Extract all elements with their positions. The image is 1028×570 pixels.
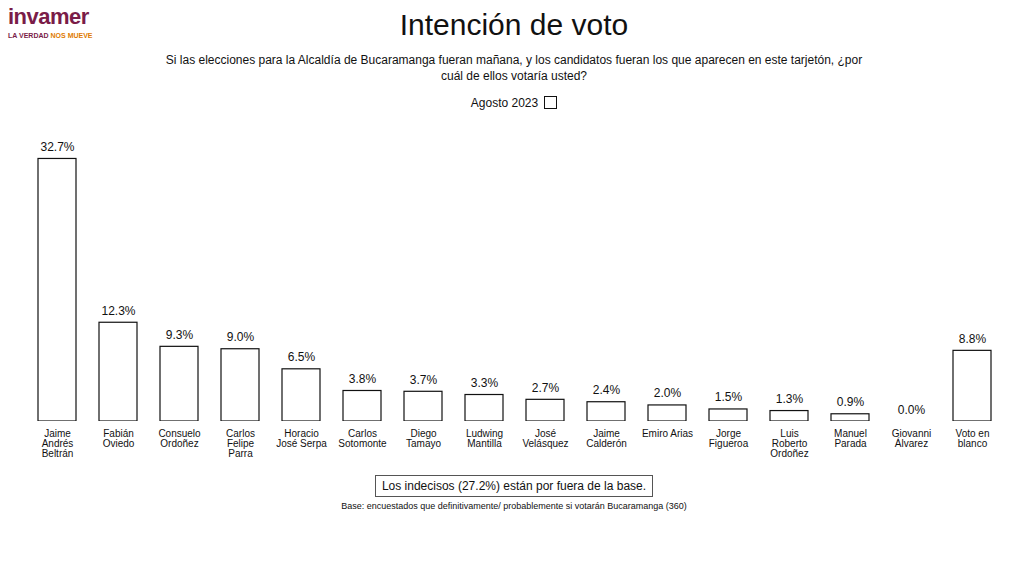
svg-text:LudwingMantilla: LudwingMantilla <box>466 428 503 449</box>
svg-text:2.7%: 2.7% <box>532 381 560 395</box>
html-text:Agosto 2023: Agosto 2023 <box>470 96 539 110</box>
svg-text:32.7%: 32.7% <box>40 140 74 154</box>
html-text:Los indecisos (27.2%) están po: Los indecisos (27.2%) están por fuera de… <box>381 479 647 493</box>
svg-text:0.9%: 0.9% <box>837 395 865 409</box>
svg-text:JaimeCalderón: JaimeCalderón <box>586 428 627 449</box>
svg-text:Voto enblanco: Voto enblanco <box>956 428 990 449</box>
html-text:Intención de voto: Intención de voto <box>399 8 629 41</box>
html-text:Si las elecciones para la Alca: Si las elecciones para la Alcaldía de Bu… <box>165 53 863 83</box>
svg-text:3.8%: 3.8% <box>349 372 377 386</box>
svg-text:JaimeAndrésBeltrán: JaimeAndrésBeltrán <box>42 428 74 459</box>
svg-text:9.3%: 9.3% <box>166 328 194 342</box>
svg-text:3.7%: 3.7% <box>410 373 438 387</box>
svg-text:CarlosSotomonte: CarlosSotomonte <box>338 428 387 449</box>
svg-text:Emiro Arias: Emiro Arias <box>642 428 693 439</box>
svg-text:GiovanniÁlvarez: GiovanniÁlvarez <box>892 428 931 449</box>
svg-text:DiegoTamayo: DiegoTamayo <box>406 428 441 449</box>
svg-text:1.3%: 1.3% <box>776 392 804 406</box>
svg-text:JorgeFigueroa: JorgeFigueroa <box>709 428 749 449</box>
svg-text:12.3%: 12.3% <box>101 304 135 318</box>
svg-text:8.8%: 8.8% <box>959 332 987 346</box>
svg-text:3.3%: 3.3% <box>471 376 499 390</box>
svg-text:FabiánOviedo: FabiánOviedo <box>103 428 135 449</box>
svg-text:9.0%: 9.0% <box>227 330 255 344</box>
svg-text:0.0%: 0.0% <box>898 403 926 417</box>
svg-text:CarlosFelipeParra: CarlosFelipeParra <box>226 428 255 459</box>
html-text:invamer: invamer <box>8 4 89 29</box>
svg-text:6.5%: 6.5% <box>288 350 316 364</box>
svg-text:ConsueloOrdoñez: ConsueloOrdoñez <box>158 428 201 449</box>
svg-text:JoséVelásquez: JoséVelásquez <box>522 428 568 449</box>
html-text:Base: encuestados que definiti: Base: encuestados que definitivamente/ p… <box>341 501 687 511</box>
svg-text:ManuelParada: ManuelParada <box>834 428 867 449</box>
svg-text:1.5%: 1.5% <box>715 390 743 404</box>
html-text:LA VERDAD NOS MUEVE: LA VERDAD NOS MUEVE <box>8 32 93 39</box>
svg-text:HoracioJosé Serpa: HoracioJosé Serpa <box>276 428 327 449</box>
svg-text:LuisRobertoOrdoñez: LuisRobertoOrdoñez <box>770 428 808 459</box>
svg-text:2.0%: 2.0% <box>654 386 682 400</box>
svg-text:2.4%: 2.4% <box>593 383 621 397</box>
